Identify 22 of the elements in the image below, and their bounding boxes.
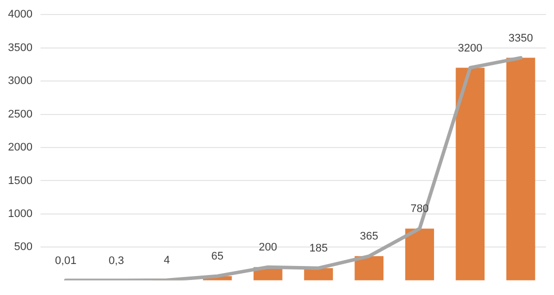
data-label: 185 <box>309 242 328 255</box>
y-tick-label: 4000 <box>8 8 32 21</box>
bar <box>506 58 536 280</box>
y-tick-label: 3000 <box>8 75 32 88</box>
data-label: 365 <box>360 230 378 243</box>
y-tick-label: 1500 <box>8 174 32 187</box>
data-label: 780 <box>410 203 429 216</box>
data-label: 0,3 <box>108 254 124 267</box>
y-tick-label: 500 <box>14 241 32 254</box>
data-label: 65 <box>211 250 224 263</box>
y-tick-label: 2000 <box>8 142 32 154</box>
bar <box>456 68 485 280</box>
y-tick-label: 2500 <box>8 108 32 120</box>
y-tick-label: 3500 <box>8 42 32 54</box>
bar <box>354 256 384 280</box>
bar <box>405 228 434 280</box>
data-label: 200 <box>258 242 278 254</box>
data-label: 4 <box>164 254 170 267</box>
data-label: 0,01 <box>55 254 76 267</box>
data-label: 3200 <box>458 42 482 54</box>
data-label: 3350 <box>508 32 533 44</box>
y-tick-label: 1000 <box>8 208 32 220</box>
